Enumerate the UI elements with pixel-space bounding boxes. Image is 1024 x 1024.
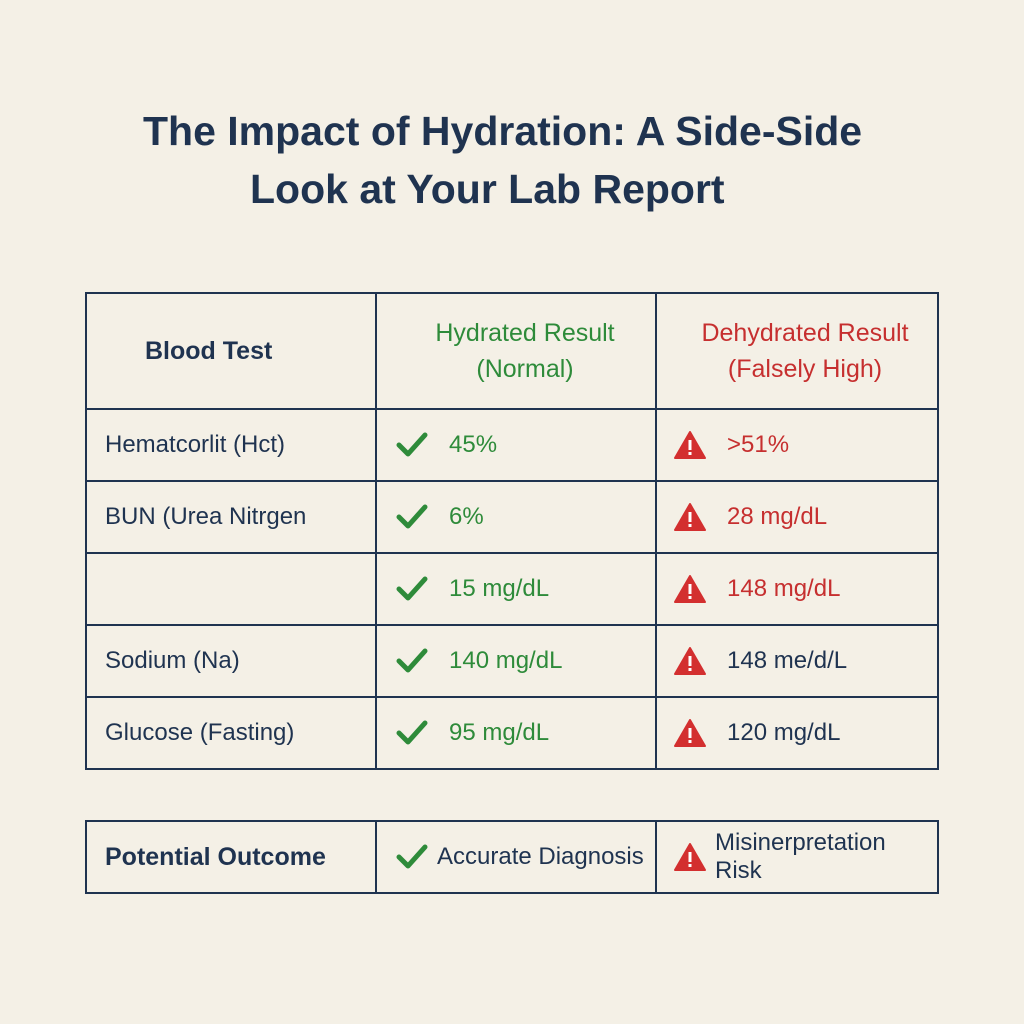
- warning-icon: [674, 719, 706, 747]
- header-text: (Normal): [476, 355, 574, 383]
- header-text: Dehydrated Result: [701, 319, 909, 347]
- check-icon: [396, 648, 428, 673]
- dehydrated-cell: 148 mg/dL: [657, 554, 937, 624]
- check-icon: [396, 844, 428, 869]
- table-row: BUN (Urea Nitrgen 6% 28 mg/dL: [87, 480, 937, 552]
- title-line: Look at Your Lab Report: [250, 166, 725, 212]
- hydrated-cell: 140 mg/dL: [377, 626, 657, 696]
- test-cell: Sodium (Na): [87, 626, 377, 696]
- hydrated-cell: 6%: [377, 482, 657, 552]
- outcome-table: Potential Outcome Accurate Diagnosis Misin…: [85, 820, 939, 894]
- dehydrated-value: 28 mg/dL: [727, 503, 828, 530]
- check-icon: [396, 432, 428, 457]
- hydrated-value: 140 mg/dL: [449, 647, 563, 674]
- header-cell: Dehydrated Result (Falsely High): [657, 294, 937, 408]
- dehydrated-value: 148 me/d/L: [727, 647, 848, 674]
- dehydrated-value: 120 mg/dL: [727, 719, 841, 746]
- check-icon: [396, 576, 428, 601]
- test-cell: Glucose (Fasting): [87, 698, 377, 768]
- test-name: Glucose (Fasting): [105, 719, 295, 746]
- hydrated-cell: 15 mg/dL: [377, 554, 657, 624]
- test-cell: BUN (Urea Nitrgen: [87, 482, 377, 552]
- table-row: Hematcorlit (Hct) 45% >51%: [87, 408, 937, 480]
- dehydrated-cell: 28 mg/dL: [657, 482, 937, 552]
- test-name: Hematcorlit (Hct): [105, 431, 286, 458]
- dehydrated-cell: 148 me/d/L: [657, 626, 937, 696]
- test-cell: Hematcorlit (Hct): [87, 410, 377, 480]
- warning-icon: [674, 575, 706, 603]
- warning-icon: [674, 431, 706, 459]
- outcome-cell: Misinerpretation Risk: [657, 822, 937, 892]
- test-cell: [87, 554, 377, 624]
- dehydrated-value: >51%: [727, 431, 790, 458]
- warning-icon: [674, 503, 706, 531]
- warning-icon: [674, 843, 706, 871]
- table-row: 15 mg/dL 148 mg/dL: [87, 552, 937, 624]
- header-cell: Hydrated Result (Normal): [377, 294, 657, 408]
- test-name: Sodium (Na): [105, 647, 240, 674]
- check-icon: [396, 720, 428, 745]
- outcome-row: Potential Outcome Accurate Diagnosis Misin…: [87, 822, 937, 892]
- title-line: The Impact of Hydration: A Side-Side: [143, 108, 863, 154]
- dehydrated-cell: >51%: [657, 410, 937, 480]
- hydrated-value: 6%: [449, 503, 484, 530]
- header-row: Blood Test Hydrated Result (Normal) Dehydra…: [87, 294, 937, 408]
- outcome-text: Accurate Diagnosis: [437, 843, 644, 870]
- test-name: BUN (Urea Nitrgen: [105, 503, 307, 530]
- table-row: Glucose (Fasting) 95 mg/dL 120 mg/dL: [87, 696, 937, 768]
- table-row: Sodium (Na) 140 mg/dL 148 me/d/L: [87, 624, 937, 696]
- hydrated-cell: 45%: [377, 410, 657, 480]
- hydrated-cell: 95 mg/dL: [377, 698, 657, 768]
- outcome-cell: Accurate Diagnosis: [377, 822, 657, 892]
- outcome-text: Misinerpretation Risk: [715, 829, 886, 884]
- hydrated-value: 95 mg/dL: [449, 719, 550, 746]
- outcome-label: Potential Outcome: [87, 822, 377, 892]
- header-text: Blood Test: [145, 337, 273, 365]
- dehydrated-cell: 120 mg/dL: [657, 698, 937, 768]
- hydrated-value: 15 mg/dL: [449, 575, 550, 602]
- results-table: Blood Test Hydrated Result (Normal) Dehydra…: [85, 292, 939, 770]
- hydrated-value: 45%: [449, 431, 498, 458]
- warning-icon: [674, 647, 706, 675]
- dehydrated-value: 148 mg/dL: [727, 575, 841, 602]
- header-text: (Falsely High): [727, 355, 883, 383]
- header-cell: Blood Test: [87, 294, 377, 408]
- header-text: Hydrated Result: [435, 319, 615, 347]
- check-icon: [396, 504, 428, 529]
